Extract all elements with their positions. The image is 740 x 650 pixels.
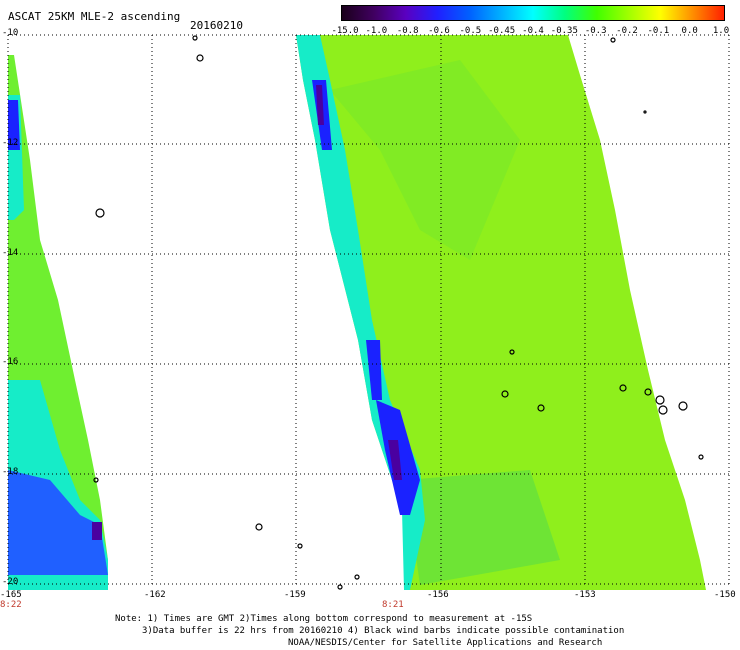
- lat-label-12: -12: [2, 138, 19, 148]
- colorbar-labels: -15.0 -1.0 -0.8 -0.6 -0.5 -0.45 -0.4 -0.35 -0.3-…: [331, 26, 733, 38]
- note-line-1: Note: 1) Times are GMT 2)Times along bot…: [115, 614, 533, 624]
- colorbar-label: 1.0: [712, 26, 730, 36]
- colorbar: [341, 5, 725, 21]
- note-line-3: NOAA/NESDIS/Center for Satellite Applica…: [288, 638, 603, 648]
- swath-left-purple: [92, 522, 102, 540]
- lat-label-14: -14: [2, 248, 19, 258]
- lon-label-150: -150: [714, 590, 736, 600]
- colorbar-label: -1.0: [365, 26, 388, 36]
- colorbar-label: -0.5: [459, 26, 482, 36]
- island-outline: [698, 454, 704, 460]
- map-title: ASCAT 25KM MLE-2 ascending: [8, 10, 181, 23]
- time-label-right: 8:21: [382, 600, 404, 610]
- colorbar-label: -0.4: [522, 26, 544, 36]
- colorbar-label: -0.8: [396, 26, 419, 36]
- island-outline: [643, 110, 647, 114]
- swath-right-patch: [405, 470, 560, 585]
- island-outline: [501, 390, 509, 398]
- colorbar-label: 0.0: [681, 26, 698, 36]
- lon-label-159: -159: [284, 590, 306, 600]
- island-outline: [619, 384, 627, 392]
- island-outline: [255, 523, 263, 531]
- island-outline: [678, 401, 688, 411]
- lon-label-156: -156: [427, 590, 449, 600]
- swath-right-patch: [330, 60, 520, 260]
- lat-label-20: -20: [2, 577, 19, 587]
- colorbar-label: -0.2: [616, 26, 638, 36]
- note-line-2: 3)Data buffer is 22 hrs from 20160210 4)…: [142, 626, 625, 636]
- colorbar-label: -0.3: [584, 26, 607, 36]
- island-outline: [196, 54, 204, 62]
- map-date: 20160210: [190, 19, 243, 32]
- island-outline: [644, 388, 652, 396]
- island-outline: [297, 543, 303, 549]
- swath-right-blue: [366, 340, 382, 400]
- swath-left-blue: [8, 470, 108, 575]
- time-label-left: 8:22: [0, 600, 22, 610]
- lon-label-162: -162: [144, 590, 166, 600]
- lon-label-153: -153: [574, 590, 596, 600]
- colorbar-label: -0.1: [647, 26, 670, 36]
- island-outline: [658, 405, 668, 415]
- island-outline: [337, 584, 343, 590]
- colorbar-label: -0.6: [428, 26, 450, 36]
- colorbar-label: -0.35: [550, 26, 578, 36]
- island-outline: [509, 349, 515, 355]
- lat-label-10: -10: [2, 28, 19, 38]
- island-outline: [354, 574, 360, 580]
- colorbar-label: -15.0: [331, 26, 359, 36]
- island-outline: [655, 395, 665, 405]
- island-outline: [192, 35, 198, 41]
- island-outline: [95, 208, 105, 218]
- lat-label-18: -18: [2, 467, 19, 477]
- lat-label-16: -16: [2, 357, 19, 367]
- swath-right-purple: [388, 440, 402, 480]
- colorbar-label: -0.45: [488, 26, 516, 36]
- swath-left-blue: [8, 100, 20, 150]
- island-outline: [610, 37, 616, 43]
- island-outline: [537, 404, 545, 412]
- swath-right-purple: [316, 85, 324, 125]
- lon-label-165: -165: [0, 590, 22, 600]
- island-outline: [93, 477, 99, 483]
